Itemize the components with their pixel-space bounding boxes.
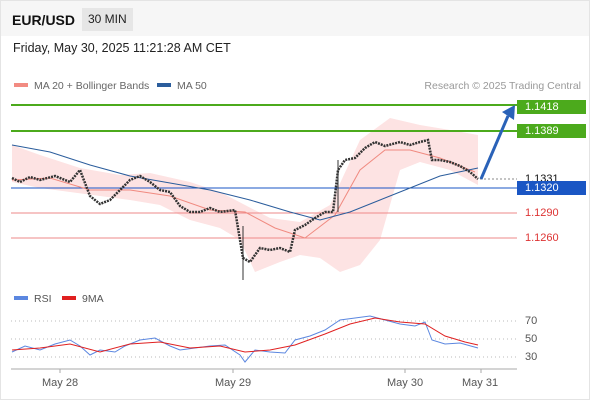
rsi-line [11, 315, 479, 363]
rsi-level-70: 70 [525, 315, 538, 327]
rsi-ma-legend: 9MA [62, 293, 104, 305]
forecast-arrow [479, 115, 510, 180]
label-pivot: 1.1320 [517, 181, 586, 195]
x-label-may30: May 30 [387, 377, 424, 389]
x-label-may31: May 31 [462, 377, 499, 389]
bollinger-band [12, 118, 478, 272]
label-s2: 1.1260 [525, 232, 559, 244]
rsi-level-30: 30 [525, 351, 538, 363]
label-r2: 1.1418 [517, 100, 586, 114]
x-label-may28: May 28 [42, 377, 79, 389]
rsi-legend: RSI [14, 293, 52, 305]
x-label-may29: May 29 [215, 377, 252, 389]
chart-header: EUR/USD 30 MIN [1, 1, 589, 36]
legend-ma20-label: MA 20 + Bollinger Bands [34, 80, 150, 92]
rsi-swatch [14, 296, 28, 301]
forecast-arrowhead [502, 105, 515, 120]
ma20-swatch [14, 83, 28, 88]
legend-ma50: MA 50 [157, 80, 207, 92]
label-r1: 1.1389 [517, 124, 586, 138]
rsi-label: RSI [34, 293, 52, 305]
label-s1: 1.1290 [525, 207, 559, 219]
rsi-ma-label: 9MA [82, 293, 104, 305]
rsi-ma-swatch [62, 296, 76, 301]
legend-ma20: MA 20 + Bollinger Bands [14, 80, 149, 92]
ma50-swatch [157, 83, 171, 88]
ma20-line [11, 149, 476, 239]
copyright: Research © 2025 Trading Central [424, 80, 581, 92]
price-series [11, 138, 479, 264]
ma50-line [11, 144, 479, 221]
rsi-ma-line [11, 317, 479, 353]
symbol-title: EUR/USD [12, 12, 76, 28]
rsi-level-50: 50 [525, 333, 538, 345]
timeframe-badge[interactable]: 30 MIN [82, 8, 133, 31]
timestamp: Friday, May 30, 2025 11:21:28 AM CET [13, 41, 231, 55]
legend-ma50-label: MA 50 [177, 80, 207, 92]
